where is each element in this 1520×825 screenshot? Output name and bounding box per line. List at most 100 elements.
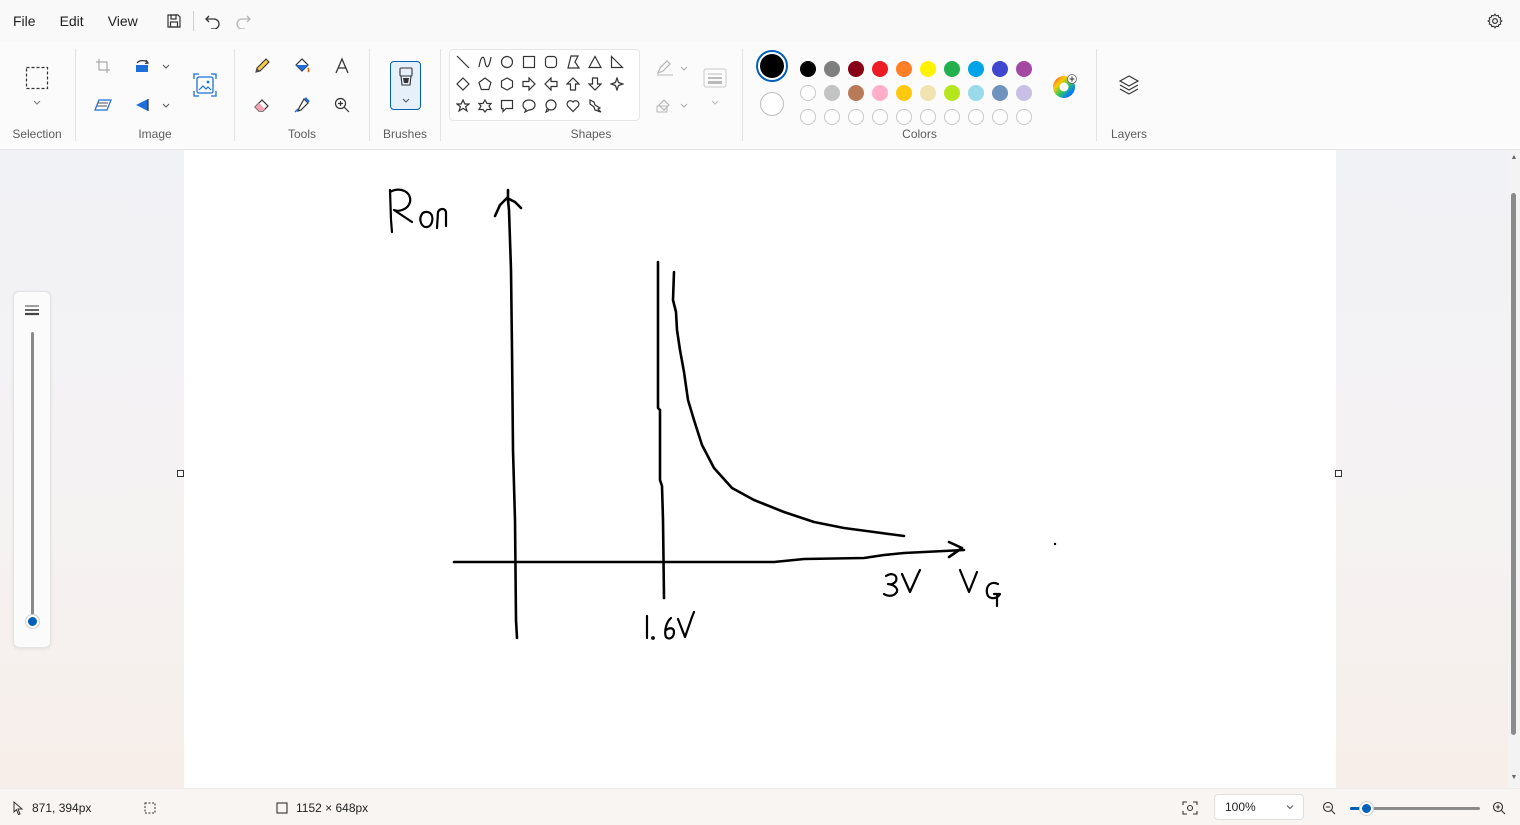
color-swatch[interactable] (968, 85, 984, 101)
secondary-color-swatch[interactable] (760, 92, 784, 116)
right-arrow-shape-icon[interactable] (520, 75, 538, 93)
redo-icon[interactable] (228, 6, 258, 36)
zoom-in-icon[interactable] (1492, 789, 1506, 825)
zoom-slider-thumb[interactable] (1359, 802, 1373, 815)
color-swatch[interactable] (920, 85, 936, 101)
color-swatch[interactable] (824, 61, 840, 77)
chevron-down-icon[interactable] (710, 97, 720, 107)
down-arrow-shape-icon[interactable] (586, 75, 604, 93)
color-swatch[interactable] (896, 85, 912, 101)
stroke-size-icon[interactable] (700, 63, 730, 93)
pentagon-shape-icon[interactable] (476, 75, 494, 93)
resize-handle-right[interactable] (1335, 470, 1342, 477)
text-tool-icon[interactable] (328, 52, 356, 80)
menu-edit[interactable]: Edit (59, 12, 84, 29)
right-triangle-shape-icon[interactable] (608, 53, 626, 71)
color-swatch[interactable] (872, 85, 888, 101)
menu-view[interactable]: View (107, 12, 138, 29)
edit-colors-icon[interactable] (1049, 71, 1079, 101)
menu-file[interactable]: File (13, 12, 36, 29)
color-swatch[interactable] (896, 61, 912, 77)
color-swatch[interactable] (968, 61, 984, 77)
four-point-star-shape-icon[interactable] (608, 75, 626, 93)
chevron-down-icon[interactable] (161, 61, 171, 71)
custom-color-slot[interactable] (1016, 109, 1032, 125)
eraser-icon[interactable] (248, 91, 276, 119)
color-swatch[interactable] (992, 85, 1008, 101)
color-picker-icon[interactable] (288, 91, 316, 119)
color-swatch[interactable] (872, 61, 888, 77)
custom-color-slot[interactable] (800, 109, 816, 125)
pencil-icon[interactable] (248, 52, 276, 80)
rounded-rectangle-shape-icon[interactable] (542, 53, 560, 71)
lightning-shape-icon[interactable] (586, 97, 604, 115)
chevron-down-icon[interactable] (679, 63, 689, 73)
color-swatch[interactable] (1016, 85, 1032, 101)
zoom-slider[interactable] (1350, 802, 1480, 815)
fill-bucket-icon[interactable] (288, 52, 316, 80)
polygon-shape-icon[interactable] (564, 53, 582, 71)
color-swatch[interactable] (944, 85, 960, 101)
settings-gear-icon[interactable] (1480, 6, 1510, 36)
scrollbar-thumb[interactable] (1511, 193, 1516, 735)
line-shape-icon[interactable] (454, 53, 472, 71)
oval-shape-icon[interactable] (498, 53, 516, 71)
oval-callout-shape-icon[interactable] (520, 97, 538, 115)
resize-handle-left[interactable] (177, 470, 184, 477)
crop-icon[interactable] (89, 52, 117, 80)
zoom-out-icon[interactable] (1322, 789, 1336, 825)
chevron-down-icon[interactable] (161, 100, 171, 110)
color-swatch[interactable] (800, 61, 816, 77)
custom-color-slot[interactable] (992, 109, 1008, 125)
hexagon-shape-icon[interactable] (498, 75, 516, 93)
triangle-shape-icon[interactable] (586, 53, 604, 71)
flip-icon[interactable] (129, 91, 157, 119)
scroll-down-icon[interactable]: ▼ (1510, 774, 1518, 781)
slider-thumb[interactable] (26, 615, 39, 628)
custom-color-slot[interactable] (824, 109, 840, 125)
color-swatch[interactable] (848, 61, 864, 77)
custom-color-slot[interactable] (848, 109, 864, 125)
color-swatch[interactable] (800, 85, 816, 101)
five-point-star-shape-icon[interactable] (454, 97, 472, 115)
rectangular-callout-shape-icon[interactable] (498, 97, 516, 115)
scroll-up-icon[interactable]: ▲ (1510, 154, 1518, 161)
image-background-icon[interactable] (191, 71, 219, 99)
color-swatch[interactable] (944, 61, 960, 77)
color-swatch[interactable] (824, 85, 840, 101)
primary-color-swatch[interactable] (756, 50, 788, 82)
zoom-dropdown[interactable]: 100% (1214, 794, 1304, 820)
custom-color-slot[interactable] (872, 109, 888, 125)
color-swatch[interactable] (848, 85, 864, 101)
custom-color-slot[interactable] (968, 109, 984, 125)
left-arrow-shape-icon[interactable] (542, 75, 560, 93)
custom-color-slot[interactable] (944, 109, 960, 125)
up-arrow-shape-icon[interactable] (564, 75, 582, 93)
shape-fill-icon[interactable] (651, 91, 679, 119)
rectangle-shape-icon[interactable] (520, 53, 538, 71)
drawing-canvas[interactable] (184, 150, 1336, 788)
rotate-icon[interactable] (129, 52, 157, 80)
brush-size-slider[interactable] (13, 291, 51, 648)
undo-icon[interactable] (198, 6, 228, 36)
custom-color-slot[interactable] (896, 109, 912, 125)
heart-shape-icon[interactable] (564, 97, 582, 115)
vertical-scrollbar[interactable]: ▲ ▼ (1508, 150, 1520, 788)
color-swatch[interactable] (920, 61, 936, 77)
custom-color-slot[interactable] (920, 109, 936, 125)
curve-shape-icon[interactable] (476, 53, 494, 71)
fit-to-window-icon[interactable] (1182, 789, 1198, 825)
save-icon[interactable] (159, 6, 189, 36)
chevron-down-icon[interactable] (679, 100, 689, 110)
color-swatch[interactable] (1016, 61, 1032, 77)
layers-icon[interactable] (1115, 71, 1143, 99)
six-point-star-shape-icon[interactable] (476, 97, 494, 115)
magnifier-icon[interactable] (328, 91, 356, 119)
resize-skew-icon[interactable] (89, 91, 117, 119)
outline-icon[interactable] (651, 54, 679, 82)
rectangle-select-icon[interactable] (22, 63, 52, 93)
diamond-shape-icon[interactable] (454, 75, 472, 93)
chevron-down-icon[interactable] (32, 97, 42, 107)
color-swatch[interactable] (992, 61, 1008, 77)
brush-button[interactable] (390, 61, 421, 110)
